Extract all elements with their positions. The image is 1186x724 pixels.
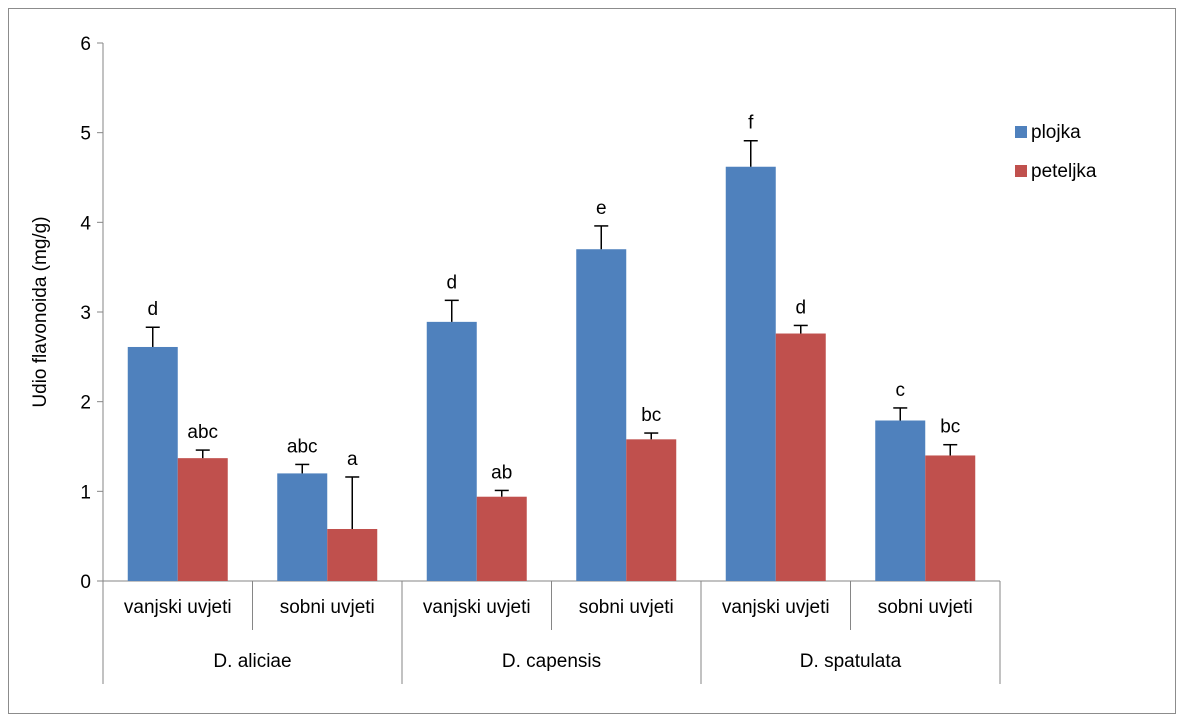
- legend-label: peteljka: [1031, 161, 1097, 182]
- bar-peteljka: [327, 528, 378, 581]
- category-label: sobni uvjeti: [280, 597, 375, 618]
- bar-plojka: [127, 346, 178, 581]
- significance-label: abc: [287, 436, 318, 457]
- category-label: vanjski uvjeti: [722, 597, 830, 618]
- bar-peteljka: [626, 439, 677, 581]
- legend-label: plojka: [1031, 122, 1081, 143]
- category-label: vanjski uvjeti: [423, 597, 531, 618]
- bar-plojka: [725, 166, 776, 582]
- y-tick-label: 2: [80, 393, 91, 414]
- bar-peteljka: [476, 496, 527, 581]
- legend-swatch-plojka: [1015, 126, 1027, 138]
- legend-swatch-peteljka: [1015, 165, 1027, 177]
- group-label: D. capensis: [502, 651, 601, 672]
- category-label: sobni uvjeti: [579, 597, 674, 618]
- category-label: sobni uvjeti: [878, 597, 973, 618]
- significance-label: ab: [491, 462, 512, 483]
- bar-peteljka: [177, 458, 228, 581]
- significance-label: bc: [940, 417, 960, 438]
- bar-peteljka: [775, 333, 826, 581]
- bar-peteljka: [925, 455, 976, 581]
- significance-label: c: [896, 380, 906, 401]
- significance-label: d: [147, 299, 158, 320]
- significance-label: abc: [187, 422, 218, 443]
- significance-label: d: [446, 272, 457, 293]
- bar-plojka: [875, 420, 926, 581]
- significance-label: e: [596, 198, 607, 219]
- y-tick-label: 0: [80, 572, 91, 593]
- y-tick-label: 1: [80, 482, 91, 503]
- y-axis-title: Udio flavonoida (mg/g): [30, 216, 51, 407]
- bar-plojka: [277, 473, 328, 581]
- significance-label: a: [347, 449, 358, 470]
- significance-label: f: [748, 113, 754, 134]
- y-tick-label: 3: [80, 303, 91, 324]
- group-label: D. spatulata: [800, 651, 902, 672]
- category-label: vanjski uvjeti: [124, 597, 232, 618]
- y-tick-label: 6: [80, 34, 91, 55]
- significance-label: bc: [641, 405, 661, 426]
- y-tick-label: 4: [80, 213, 91, 234]
- significance-label: d: [795, 297, 806, 318]
- bar-plojka: [426, 321, 477, 581]
- group-label: D. aliciae: [213, 651, 291, 672]
- bar-plojka: [576, 249, 627, 581]
- y-tick-label: 5: [80, 124, 91, 145]
